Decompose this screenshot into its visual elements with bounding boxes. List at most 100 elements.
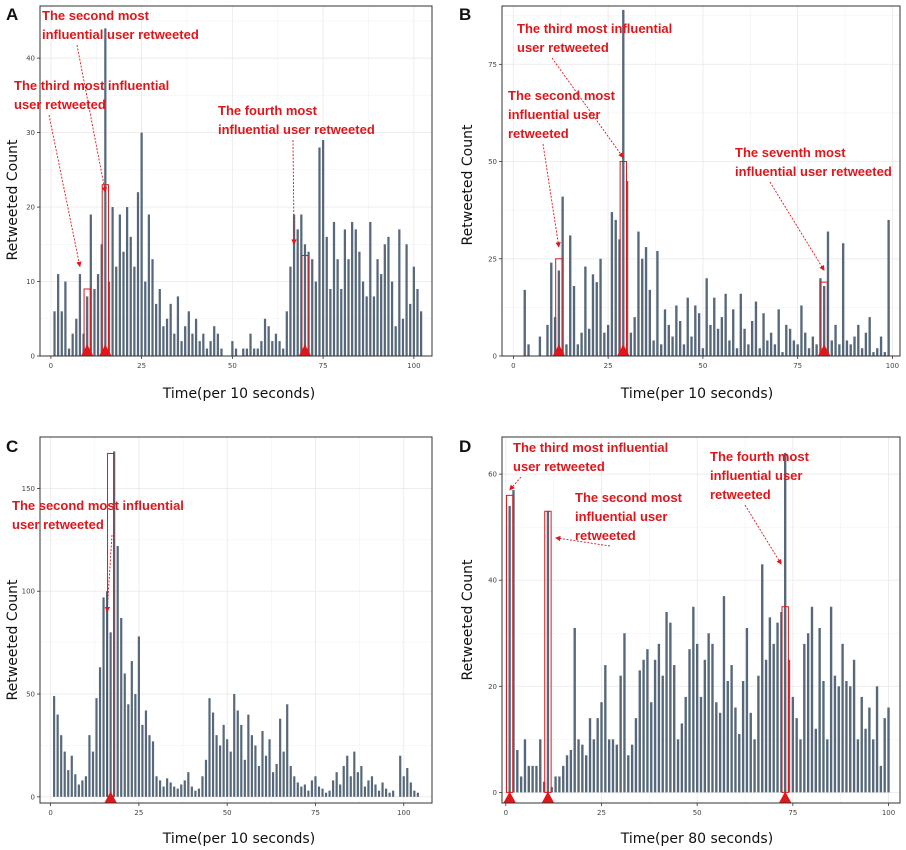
- bar: [278, 341, 281, 356]
- bar: [208, 698, 211, 797]
- bar: [743, 328, 746, 356]
- bar: [354, 229, 357, 356]
- bar: [684, 696, 687, 793]
- bar: [516, 749, 519, 793]
- bar: [367, 780, 370, 797]
- bar: [707, 633, 710, 793]
- bar: [735, 348, 739, 356]
- bar: [814, 728, 817, 793]
- panel-label: C: [6, 437, 18, 456]
- bar: [749, 712, 752, 793]
- bar: [845, 681, 848, 793]
- annotation: The second most influential user retweete…: [42, 8, 199, 193]
- retweet-marker-triangle: [99, 344, 112, 356]
- bar: [546, 324, 549, 356]
- bar: [243, 759, 246, 797]
- bar: [374, 784, 377, 797]
- bar: [169, 782, 172, 797]
- annotation-line: The second most influential: [12, 498, 184, 513]
- bar: [245, 348, 249, 356]
- bar: [665, 612, 668, 793]
- annotation-line: The second most: [508, 88, 616, 103]
- bar: [173, 786, 176, 797]
- bar: [340, 288, 343, 356]
- bar: [561, 196, 564, 356]
- bar: [512, 490, 515, 793]
- bar: [826, 231, 830, 356]
- annotation-text: The fourth most influential user retweete…: [218, 103, 375, 137]
- annotation-line: influential user retweeted: [42, 27, 199, 42]
- x-tick-label: 25: [597, 809, 606, 817]
- bar: [838, 344, 841, 356]
- bar: [576, 344, 579, 356]
- bar: [661, 675, 664, 793]
- bar: [623, 633, 626, 793]
- bar: [162, 326, 165, 356]
- bar: [781, 352, 784, 356]
- bar: [129, 236, 132, 356]
- bar: [339, 784, 342, 797]
- bar: [349, 776, 352, 797]
- bar: [572, 286, 576, 356]
- bar: [335, 772, 338, 797]
- annotation-line: The third most influential: [14, 78, 169, 93]
- x-tick-label: 25: [134, 809, 143, 817]
- bar: [637, 231, 640, 356]
- y-tick-label: 20: [26, 204, 35, 212]
- bar: [795, 718, 798, 793]
- bar-series: [53, 28, 423, 357]
- bar: [754, 301, 758, 356]
- bar: [741, 681, 745, 793]
- bar: [325, 236, 328, 356]
- bar: [799, 739, 802, 793]
- bar: [629, 332, 633, 356]
- annotation: The second most influential user retweeted: [555, 490, 683, 547]
- bar: [111, 207, 114, 356]
- bar: [310, 780, 314, 797]
- retweet-marker-triangle: [552, 344, 565, 356]
- y-axis-title: Retweeted Count: [460, 124, 476, 245]
- bar: [565, 344, 568, 356]
- bar: [234, 348, 238, 356]
- bar: [303, 784, 306, 797]
- y-tick-label: 75: [488, 61, 497, 69]
- bar: [780, 612, 783, 793]
- bar-series: [508, 452, 890, 793]
- x-tick-label: 50: [228, 362, 237, 370]
- bar: [815, 344, 818, 356]
- bar: [191, 333, 194, 356]
- x-tick-label: 50: [693, 809, 702, 817]
- annotation-arrow: [104, 534, 113, 613]
- x-tick-label: 0: [511, 362, 515, 370]
- bar: [849, 686, 852, 793]
- bar: [158, 288, 161, 356]
- bar: [558, 776, 561, 793]
- bar: [194, 318, 198, 356]
- bar: [144, 710, 148, 797]
- bar: [837, 686, 840, 793]
- x-axis-title: Time(per 80 seconds): [620, 831, 773, 847]
- plot-frame: [501, 436, 901, 804]
- bar: [856, 739, 860, 793]
- bar: [166, 778, 169, 797]
- x-tick-label: 25: [604, 362, 613, 370]
- bar: [342, 765, 345, 797]
- y-tick-label: 0: [493, 353, 497, 361]
- bar: [336, 259, 339, 356]
- annotation-line: influential user: [575, 509, 667, 524]
- bar: [682, 344, 686, 356]
- annotation: The third most influential user retweeted: [14, 78, 169, 268]
- panel-label: A: [6, 5, 18, 24]
- bar: [180, 784, 183, 797]
- bar: [761, 564, 764, 793]
- bar: [370, 776, 374, 797]
- bar: [678, 321, 682, 356]
- bar: [399, 755, 402, 797]
- y-tick-label: 40: [488, 577, 497, 585]
- bar: [554, 776, 557, 793]
- bar: [675, 305, 678, 356]
- bar: [718, 712, 722, 793]
- bar: [318, 147, 321, 356]
- plot-frame: [39, 5, 433, 357]
- bar: [648, 289, 652, 356]
